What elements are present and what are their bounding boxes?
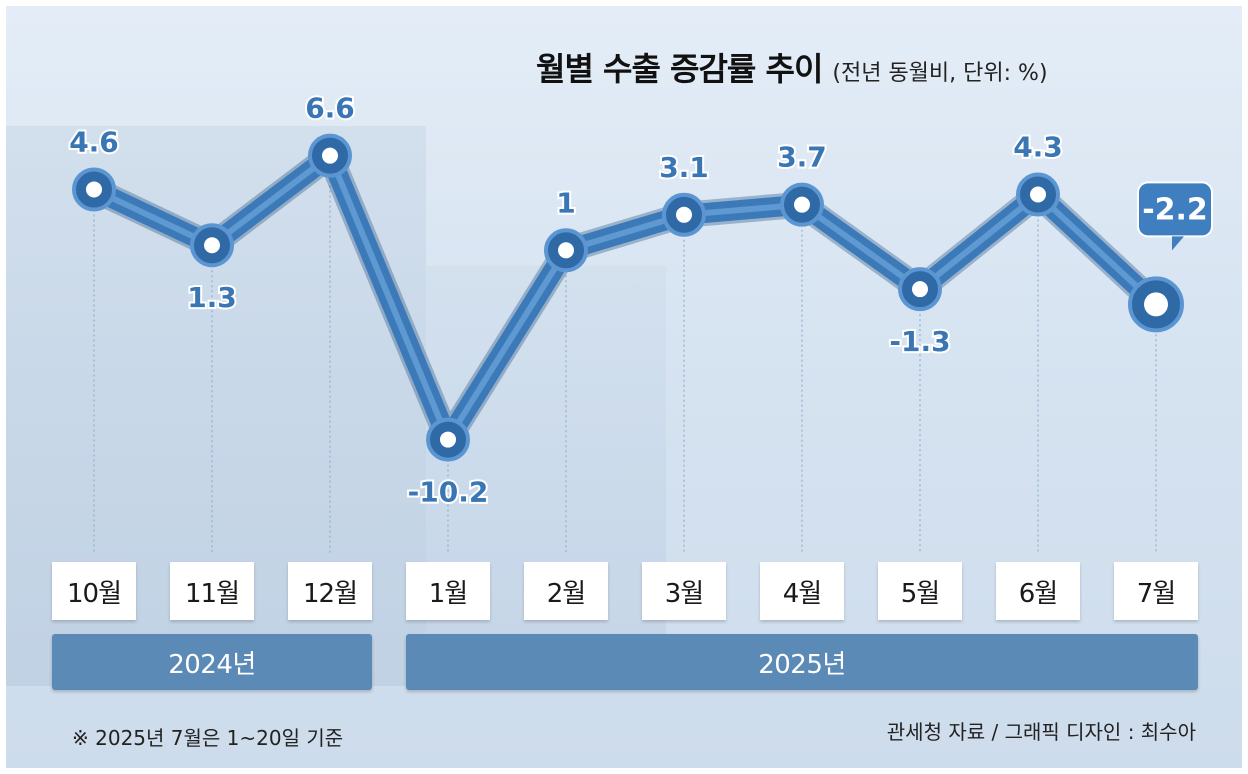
data-labels: 4.6 1.3 6.6 -10.2 1 3.1 3.7 -1.3 4.3 -2.2	[67, 90, 1213, 511]
data-label: -2.2	[1142, 192, 1208, 227]
data-label: 4.3	[1013, 131, 1063, 164]
month-label: 7월	[1114, 562, 1198, 620]
data-label: 3.7	[777, 141, 827, 174]
title-block: 월별 수출 증감률 추이 (전년 동월비, 단위: %)	[536, 44, 1048, 90]
callout-pointer	[1172, 236, 1184, 251]
data-label: -10.2	[408, 476, 489, 509]
data-point-center	[86, 181, 102, 198]
data-point-center	[204, 237, 220, 254]
chart-title: 월별 수출 증감률 추이	[536, 50, 823, 88]
month-label: 2월	[524, 562, 608, 620]
line-chart: 4.6 1.3 6.6 -10.2 1 3.1 3.7 -1.3 4.3 -2.2	[67, 90, 1213, 554]
data-label: 3.1	[659, 151, 709, 184]
year-label: 2024년	[52, 634, 372, 690]
series-line-shadow	[81, 142, 1169, 453]
data-point-center	[676, 206, 692, 223]
series-line-layer	[81, 142, 1169, 453]
month-label: 11월	[170, 562, 254, 620]
month-label: 5월	[878, 562, 962, 620]
series-line-highlight	[91, 152, 1159, 443]
data-point-center	[1030, 186, 1046, 203]
data-point-center	[322, 147, 338, 164]
month-label: 10월	[52, 562, 136, 620]
guide-lines	[93, 175, 1157, 554]
month-label: 6월	[996, 562, 1080, 620]
source-credit: 관세청 자료 / 그래픽 디자인 : 최수아	[886, 720, 1196, 744]
year-label: 2025년	[406, 634, 1198, 690]
chart-frame: 4.6 1.3 6.6 -10.2 1 3.1 3.7 -1.3 4.3 -2.2 월별 수출 증…	[6, 6, 1242, 768]
data-label: 4.6	[69, 125, 119, 158]
data-point-center	[1144, 292, 1168, 317]
data-label: 1	[556, 186, 575, 219]
chart-subtitle: (전년 동월비, 단위: %)	[832, 61, 1048, 86]
data-label: 1.3	[187, 281, 237, 314]
data-label: 6.6	[305, 92, 355, 125]
data-point-center	[794, 196, 810, 213]
data-points	[72, 133, 1184, 462]
footnote: ※ 2025년 7월은 1~20일 기준	[72, 726, 344, 750]
month-label: 1월	[406, 562, 490, 620]
data-point-center	[440, 431, 456, 448]
month-label: 4월	[760, 562, 844, 620]
data-label: -1.3	[889, 325, 950, 358]
data-point-center	[558, 242, 574, 259]
data-point-center	[912, 281, 928, 298]
month-label: 3월	[642, 562, 726, 620]
month-label: 12월	[288, 562, 372, 620]
